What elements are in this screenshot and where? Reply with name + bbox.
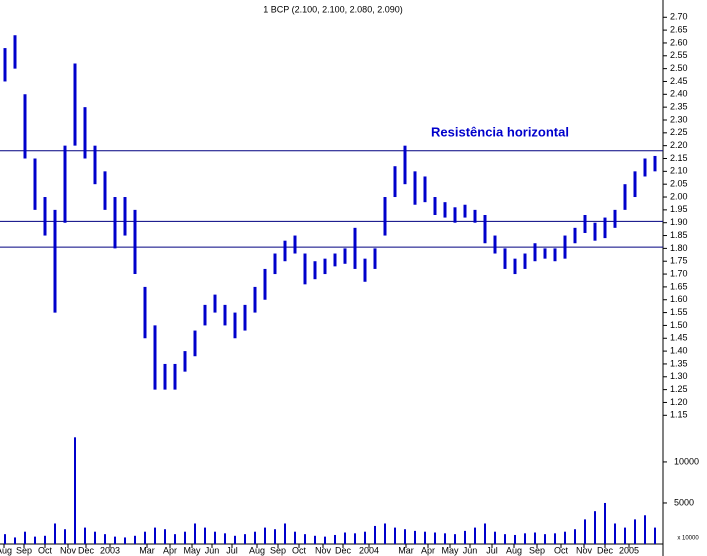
y-tick-label: 1.85 [670, 230, 688, 240]
x-tick-label: Apr [163, 545, 177, 555]
y-tick-label: 1.15 [670, 410, 688, 420]
x-tick-label: Sep [16, 545, 32, 555]
y-tick-label: 1.80 [670, 243, 688, 253]
x-tick-label: Nov [576, 545, 593, 555]
y-tick-label: 1.60 [670, 294, 688, 304]
x-tick-label: Apr [421, 545, 435, 555]
y-tick-label: 1.30 [670, 371, 688, 381]
x-tick-label: Aug [249, 545, 265, 555]
y-tick-label: 2.10 [670, 166, 688, 176]
y-tick-label: 2.70 [670, 12, 688, 22]
x-tick-label: Mar [139, 545, 155, 555]
y-tick-label: 1.75 [670, 256, 688, 266]
x-tick-label: Oct [38, 545, 53, 555]
y-tick-label: 1.95 [670, 204, 688, 214]
x-tick-label: Jul [486, 545, 498, 555]
volume-scale-label: x 10000 [677, 536, 699, 542]
x-tick-label: Oct [292, 545, 307, 555]
x-tick-label: 2004 [359, 545, 379, 555]
y-tick-label: 2.40 [670, 89, 688, 99]
x-tick-label: May [441, 545, 459, 555]
x-tick-label: 2005 [619, 545, 639, 555]
y-tick-label: 1.50 [670, 320, 688, 330]
y-tick-label: 2.20 [670, 140, 688, 150]
x-tick-label: Dec [78, 545, 95, 555]
y2-tick-label: 5000 [674, 497, 694, 507]
x-tick-label: Nov [60, 545, 77, 555]
chart-title: 1 BCP (2.100, 2.100, 2.080, 2.090) [263, 4, 402, 14]
x-tick-label: Sep [529, 545, 545, 555]
y-tick-label: 2.25 [670, 127, 688, 137]
x-tick-label: May [183, 545, 201, 555]
y-tick-label: 1.45 [670, 333, 688, 343]
y-tick-label: 1.90 [670, 217, 688, 227]
y2-tick-label: 10000 [674, 456, 699, 466]
y-tick-label: 2.55 [670, 50, 688, 60]
y-tick-label: 1.20 [670, 397, 688, 407]
y-tick-label: 2.50 [670, 63, 688, 73]
x-tick-label: Dec [335, 545, 352, 555]
annotation: Resistência horizontal [431, 124, 569, 139]
y-tick-label: 2.15 [670, 153, 688, 163]
y-tick-label: 1.40 [670, 345, 688, 355]
y-tick-label: 2.60 [670, 37, 688, 47]
y-tick-label: 1.35 [670, 358, 688, 368]
x-tick-label: Oct [554, 545, 569, 555]
x-tick-label: Mar [398, 545, 414, 555]
y-tick-label: 1.25 [670, 384, 688, 394]
y-tick-label: 2.65 [670, 24, 688, 34]
x-tick-label: Aug [506, 545, 522, 555]
y-tick-label: 1.70 [670, 268, 688, 278]
x-tick-label: Jun [205, 545, 220, 555]
y-tick-label: 2.00 [670, 191, 688, 201]
y-tick-label: 1.55 [670, 307, 688, 317]
x-tick-label: Sep [270, 545, 286, 555]
y-tick-label: 2.05 [670, 179, 688, 189]
y-tick-label: 2.35 [670, 102, 688, 112]
x-tick-label: Dec [597, 545, 614, 555]
x-tick-label: Jul [226, 545, 238, 555]
x-tick-label: Jun [463, 545, 478, 555]
x-tick-label: Aug [0, 545, 12, 555]
y-tick-label: 2.45 [670, 76, 688, 86]
y-tick-label: 2.30 [670, 114, 688, 124]
x-tick-label: Nov [315, 545, 332, 555]
y-tick-label: 1.65 [670, 281, 688, 291]
x-tick-label: 2003 [100, 545, 120, 555]
